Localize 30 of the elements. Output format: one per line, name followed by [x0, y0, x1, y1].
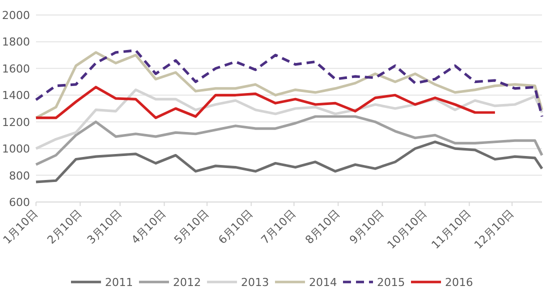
- x-tick-label: 6月10日: [216, 207, 256, 247]
- y-tick-label: 1800: [2, 36, 30, 49]
- y-tick-label: 2000: [2, 9, 30, 22]
- legend-label: 2011: [105, 276, 133, 289]
- legend-label: 2012: [173, 276, 201, 289]
- x-tick-label: 10月10日: [384, 207, 430, 252]
- y-tick-label: 600: [9, 196, 30, 209]
- legend-label: 2014: [309, 276, 337, 289]
- x-tick-label: 4月10日: [128, 207, 169, 247]
- x-tick-label: 9月10日: [347, 207, 387, 247]
- x-tick-label: 11月10日: [429, 207, 474, 252]
- legend-label: 2013: [241, 276, 269, 289]
- x-tick-label: 5月10日: [172, 207, 212, 247]
- line-series: [34, 115, 544, 166]
- x-tick-label: 8月10日: [302, 207, 342, 247]
- y-tick-label: 1600: [2, 62, 30, 76]
- line-series: [34, 86, 496, 120]
- y-tick-label: 1400: [2, 89, 30, 102]
- x-tick-label: 1月10日: [0, 207, 40, 247]
- y-tick-label: 1200: [2, 116, 30, 129]
- legend-label: 2016: [445, 276, 473, 289]
- y-tick-label: 1000: [2, 142, 30, 156]
- x-tick-label: 2月10日: [44, 207, 84, 247]
- x-tick-label: 12月10日: [472, 207, 516, 252]
- x-tick-label: 3月10日: [84, 207, 124, 247]
- line-series: [34, 88, 544, 150]
- x-tick-label: 7月10日: [258, 207, 298, 247]
- y-tick-label: 800: [9, 169, 30, 182]
- legend-label: 2015: [377, 276, 405, 289]
- line-series: [34, 140, 544, 184]
